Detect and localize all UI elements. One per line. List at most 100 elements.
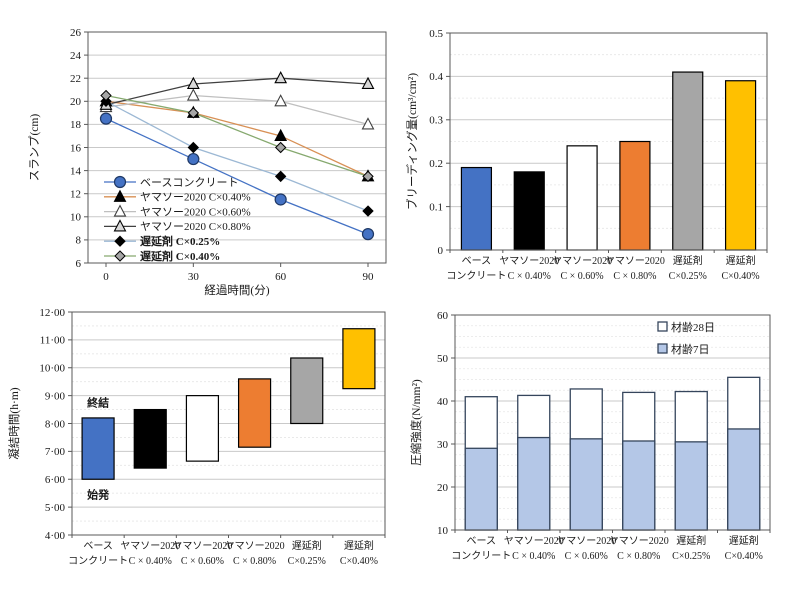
diamond-marker [362,170,374,183]
legend-entry-label: 遅延剤 C×0.25% [140,234,220,248]
legend-entry-label: 遅延剤 C×0.40% [140,249,220,263]
diamond-marker [362,205,374,217]
triangle-marker [113,219,127,232]
bar-7day [622,440,656,531]
y-tick-label: 60 [437,310,449,322]
y-axis-label: ブリーディング量(cm³/cm²) [405,73,419,210]
category-label-line1: 遅延剤 [726,254,756,267]
category-label-line1: ヤマソー2020 [556,536,616,547]
category-label-line2: C × 0.60% [181,556,224,567]
y-tick-label: 10·00 [39,363,65,375]
y-tick-label: 24 [70,50,82,62]
legend-entry-label: 材齢7日 [671,342,710,356]
range-bar [185,395,220,462]
range-bar [237,378,272,448]
triangle-marker [113,189,127,202]
y-tick-label: 0 [438,245,444,257]
category-label-line2: コンクリート [446,270,506,282]
y-tick-label: 12·00 [39,307,65,319]
triangle-marker [274,128,288,141]
bar [724,80,757,251]
y-tick-label: 6·00 [45,474,66,486]
y-tick-label: 12 [70,189,81,201]
y-tick-label: 20 [70,96,82,108]
category-label-line1: ヤマソー2020 [120,541,180,552]
bar [460,166,493,251]
circle-marker [361,228,375,241]
circle-marker [99,112,113,125]
legend-swatch [657,321,668,332]
slump-line-chart-svg: 6 8 10 12 14 16 18 20 22 24 26 0 30 60 90 経過時間(分) スランプ(c… [28,27,387,297]
bar-7day [674,441,708,531]
y-axis-label: スランプ(cm) [28,114,41,182]
y-tick-label: 26 [70,27,82,39]
range-bar [133,408,167,469]
legend-entry-label: 材齢28日 [671,320,715,334]
legend-entry-label: ヤマソー2020 C×0.80% [140,221,251,233]
circle-marker [274,193,287,206]
category-label-line2: C × 0.80% [613,271,656,282]
category-label-line1: ヤマソー2020 [225,541,285,552]
slump-line-chart: 6 8 10 12 14 16 18 20 22 24 26 0 30 60 90 経過時間(分) スランプ(c… [0,0,400,300]
y-tick-label: 0.1 [429,201,443,213]
diamond-marker [100,89,112,102]
series-line [105,94,369,126]
x-tick-label: 30 [188,271,200,283]
y-tick-label: 8·00 [45,418,66,430]
setting-time-range-chart: 4·00 5·00 6·00 7·00 8·00 9·00 10·00 11·00 12·00 ベ… [0,300,400,600]
y-axis-label: 凝結時間(h·m) [7,387,21,459]
diamond-marker [114,235,126,247]
y-tick-label: 50 [437,353,449,365]
triangle-marker [186,76,200,90]
triangle-marker [186,88,200,101]
diamond-marker [100,95,112,108]
series-line [105,100,369,212]
y-tick-label: 8 [76,235,82,247]
y-tick-label: 30 [437,439,449,451]
category-label-line2: C × 0.60% [565,551,608,562]
legend-entry-label: ベースコンクリート [140,176,238,189]
category-label-line2: C × 0.40% [129,556,172,567]
bleeding-bar-chart: 0 0.1 0.2 0.3 0.4 0.5 ベース コンクリート ヤマソー2020 C × 0.4… [400,0,800,300]
compressive-strength-bar-chart: 10 20 30 40 50 60 ベース コンクリート ヤマソー2020 C × 0.40% ヤマ… [400,300,800,600]
bar-7day [464,447,498,531]
category-label-line1: ヤマソー2020 [609,536,669,547]
category-label-line1: 遅延剤 [729,534,759,547]
category-label-line1: ヤマソー2020 [552,256,612,267]
category-label-line2: C × 0.40% [512,551,555,562]
x-tick-label: 60 [275,271,287,283]
category-label-line2: C × 0.80% [617,551,660,562]
annotation-始発: 始発 [87,488,110,502]
bar-7day [569,438,603,531]
y-tick-label: 14 [70,165,82,177]
diamond-marker [274,170,287,183]
diamond-marker [274,141,287,154]
y-tick-label: 0.4 [429,71,443,83]
circle-marker [113,175,127,189]
y-tick-label: 4·00 [45,530,66,542]
y-tick-label: 22 [70,73,81,85]
category-label-line2: C×0.25% [288,556,326,567]
triangle-marker [361,117,375,130]
y-tick-label: 6 [76,258,82,270]
x-tick-label: 90 [363,271,375,283]
y-tick-label: 7·00 [45,446,66,458]
bar-7day [727,428,761,531]
circle-marker [187,152,200,166]
bar [619,140,651,251]
category-label-line1: ヤマソー2020 [172,541,232,552]
category-label-line1: ヤマソー2020 [605,256,665,267]
triangle-marker [274,94,288,107]
y-tick-label: 9·00 [45,390,66,402]
category-label-line1: 遅延剤 [292,539,322,552]
y-tick-label: 0.5 [429,28,443,40]
category-label-line2: C × 0.80% [233,556,276,567]
triangle-marker [113,204,127,217]
range-bar [290,357,324,425]
bar-7day [517,436,551,531]
legend-entry-label: ヤマソー2020 C×0.60% [140,206,251,218]
